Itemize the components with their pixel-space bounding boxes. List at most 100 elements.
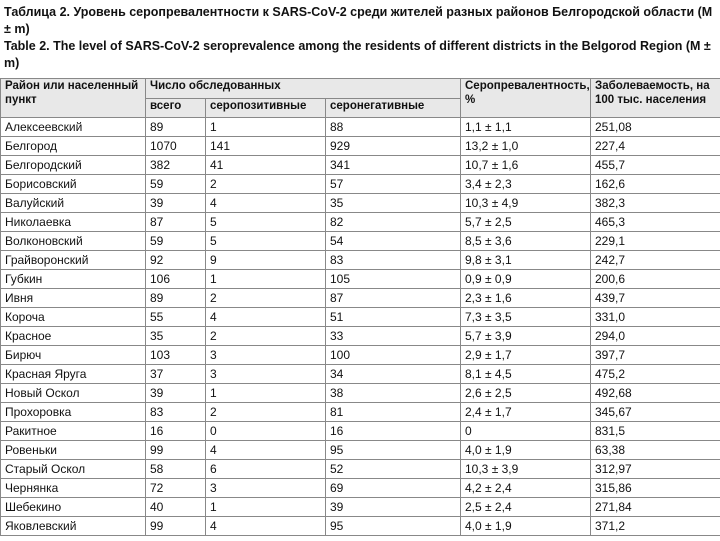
table-cell: 59: [145, 231, 206, 251]
table-cell: 2,9 ± 1,7: [460, 345, 591, 365]
table-row: Короча 55 4 51 7,3 ± 3,5 331,0: [0, 307, 720, 327]
table-cell: 100: [325, 345, 461, 365]
table-cell: 81: [325, 402, 461, 422]
title-block: Таблица 2. Уровень серопревалентности к …: [0, 0, 720, 78]
table-cell: 59: [145, 174, 206, 194]
table-cell: 9,8 ± 3,1: [460, 250, 591, 270]
table-cell: 0,9 ± 0,9: [460, 269, 591, 289]
table-cell: 315,86: [590, 478, 720, 498]
table-cell: 271,84: [590, 497, 720, 517]
table-cell: 103: [145, 345, 206, 365]
table-row: Новый Оскол 39 1 38 2,6 ± 2,5 492,68: [0, 383, 720, 403]
header-cell: Число обследованных: [145, 78, 461, 99]
table-row: Красное 35 2 33 5,7 ± 3,9 294,0: [0, 326, 720, 346]
table-cell: 58: [145, 459, 206, 479]
table-cell: 35: [325, 193, 461, 213]
table-cell: 439,7: [590, 288, 720, 308]
table-row: Красная Яруга 37 3 34 8,1 ± 4,5 475,2: [0, 364, 720, 384]
table-row: Ивня 89 2 87 2,3 ± 1,6 439,7: [0, 288, 720, 308]
table-cell: 6: [205, 459, 326, 479]
table-cell: 83: [145, 402, 206, 422]
table-cell: Алексеевский: [0, 117, 146, 137]
table-row: Шебекино 40 1 39 2,5 ± 2,4 271,84: [0, 497, 720, 517]
table-cell: Яковлевский: [0, 516, 146, 536]
table-cell: 465,3: [590, 212, 720, 232]
table-cell: 16: [145, 421, 206, 441]
table-cell: Новый Оскол: [0, 383, 146, 403]
header-cell: Серопревалентность, %: [460, 78, 591, 118]
table-row: Алексеевский 89 1 88 1,1 ± 1,1 251,08: [0, 117, 720, 137]
table-cell: 99: [145, 440, 206, 460]
table-cell: 382: [145, 155, 206, 175]
table-cell: 2: [205, 402, 326, 422]
table-row: Волконовский 59 5 54 8,5 ± 3,6 229,1: [0, 231, 720, 251]
table-cell: 1070: [145, 136, 206, 156]
table-cell: 4: [205, 193, 326, 213]
table-cell: 99: [145, 516, 206, 536]
table-cell: 39: [145, 383, 206, 403]
table-row: Грайворонский 92 9 83 9,8 ± 3,1 242,7: [0, 250, 720, 270]
table-cell: 39: [325, 497, 461, 517]
table-body: Алексеевский 89 1 88 1,1 ± 1,1 251,08 Белгород…: [0, 117, 720, 536]
table-cell: 312,97: [590, 459, 720, 479]
table-row: Николаевка 87 5 82 5,7 ± 2,5 465,3: [0, 212, 720, 232]
table-row: Прохоровка 83 2 81 2,4 ± 1,7 345,67: [0, 402, 720, 422]
table-cell: 2,4 ± 1,7: [460, 402, 591, 422]
table-cell: 929: [325, 136, 461, 156]
table-cell: Губкин: [0, 269, 146, 289]
table-cell: 242,7: [590, 250, 720, 270]
table-cell: 92: [145, 250, 206, 270]
table-row: Борисовский 59 2 57 3,4 ± 2,3 162,6: [0, 174, 720, 194]
table-row: Ровеньки 99 4 95 4,0 ± 1,9 63,38: [0, 440, 720, 460]
table-cell: Борисовский: [0, 174, 146, 194]
table-row: Чернянка 72 3 69 4,2 ± 2,4 315,86: [0, 478, 720, 498]
table-cell: 35: [145, 326, 206, 346]
table-cell: 2,6 ± 2,5: [460, 383, 591, 403]
table-cell: 2,5 ± 2,4: [460, 497, 591, 517]
table-cell: 345,67: [590, 402, 720, 422]
table-cell: 2,3 ± 1,6: [460, 288, 591, 308]
table-cell: 34: [325, 364, 461, 384]
table-cell: 95: [325, 516, 461, 536]
table-cell: 95: [325, 440, 461, 460]
title-ru: Таблица 2. Уровень серопревалентности к …: [4, 5, 713, 36]
table-cell: Короча: [0, 307, 146, 327]
table-cell: Грайворонский: [0, 250, 146, 270]
table-cell: 40: [145, 497, 206, 517]
table-cell: 227,4: [590, 136, 720, 156]
table-row: Бирюч 103 3 100 2,9 ± 1,7 397,7: [0, 345, 720, 365]
table: Район или населенный пункт Число обследо…: [0, 78, 720, 536]
table-cell: 106: [145, 269, 206, 289]
table-cell: 455,7: [590, 155, 720, 175]
table-cell: 10,3 ± 3,9: [460, 459, 591, 479]
table-cell: 1,1 ± 1,1: [460, 117, 591, 137]
table-cell: Красная Яруга: [0, 364, 146, 384]
table-cell: 4,2 ± 2,4: [460, 478, 591, 498]
table-cell: Шебекино: [0, 497, 146, 517]
table-cell: 382,3: [590, 193, 720, 213]
table-cell: 5,7 ± 3,9: [460, 326, 591, 346]
table-cell: 4,0 ± 1,9: [460, 516, 591, 536]
table-cell: 63,38: [590, 440, 720, 460]
table-cell: Николаевка: [0, 212, 146, 232]
table-cell: 475,2: [590, 364, 720, 384]
table-cell: 39: [145, 193, 206, 213]
table-cell: 89: [145, 117, 206, 137]
table-cell: 87: [325, 288, 461, 308]
table-cell: 3: [205, 478, 326, 498]
subheader-cell: серопозитивные: [205, 98, 326, 118]
table-cell: 5: [205, 231, 326, 251]
table-row: Белгород 1070 141 929 13,2 ± 1,0 227,4: [0, 136, 720, 156]
table-cell: 0: [205, 421, 326, 441]
table-cell: 41: [205, 155, 326, 175]
table-cell: 105: [325, 269, 461, 289]
table-cell: 13,2 ± 1,0: [460, 136, 591, 156]
table-cell: Валуйский: [0, 193, 146, 213]
table-cell: 5: [205, 212, 326, 232]
table-cell: Белгород: [0, 136, 146, 156]
table-row: Старый Оскол 58 6 52 10,3 ± 3,9 312,97: [0, 459, 720, 479]
table-cell: 3: [205, 364, 326, 384]
table-cell: 16: [325, 421, 461, 441]
table-cell: Чернянка: [0, 478, 146, 498]
